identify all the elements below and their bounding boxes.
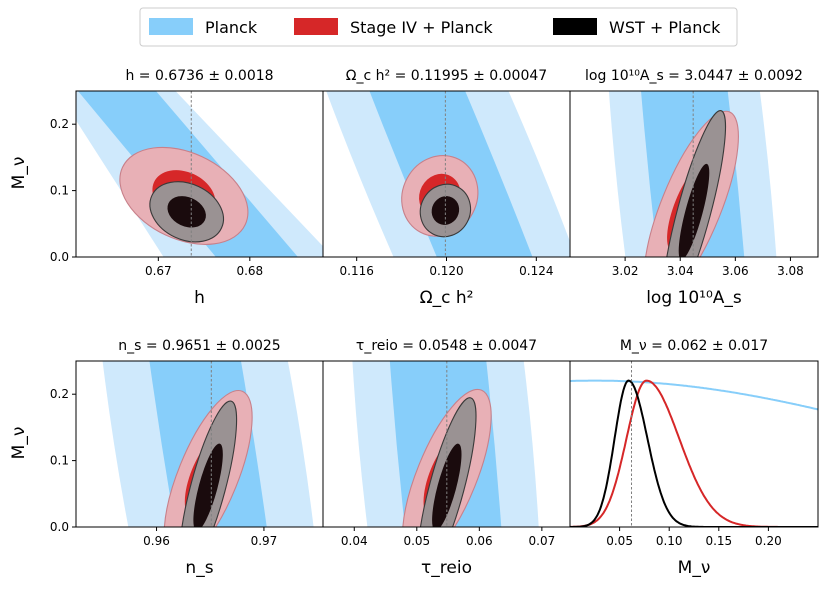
legend-item-planck: Planck — [149, 18, 258, 37]
x-tick-label: 0.07 — [529, 534, 556, 548]
x-axis-label-mnu: M_ν — [678, 558, 711, 578]
panel-title-log-as: log 10¹⁰A_s = 3.0447 ± 0.0092 — [585, 68, 803, 84]
panel-ns: n_s = 0.9651 ± 0.0025 n_s 0.96 0.97 0.0 0.1… — [50, 338, 324, 578]
legend-label-wst: WST + Planck — [609, 18, 721, 37]
x-axis-label-h: h — [194, 288, 205, 308]
x-tick-label: 0.06 — [466, 534, 493, 548]
x-tick-label: 0.10 — [656, 534, 683, 548]
x-axis-label-ns: n_s — [185, 558, 213, 578]
x-tick-label: 0.68 — [236, 264, 263, 278]
plot-area — [570, 361, 818, 527]
x-tick-label: 3.02 — [612, 264, 639, 278]
y-axis-label-row-2: M_ν — [9, 427, 29, 460]
wst-contour-68 — [193, 443, 223, 527]
x-tick-label: 0.05 — [403, 534, 430, 548]
y-tick-label: 0.1 — [50, 454, 69, 468]
panel-mnu-posterior: M_ν = 0.062 ± 0.017 M_ν 0.05 0.10 0.15 0.20 — [569, 338, 819, 578]
y-tick-label: 0.1 — [50, 184, 69, 198]
legend: Planck Stage IV + Planck WST + Planck — [139, 7, 738, 47]
legend-swatch-planck — [149, 18, 193, 35]
plot-area — [352, 361, 539, 527]
legend-label-stage-iv: Stage IV + Planck — [350, 18, 493, 37]
x-tick-label: 3.04 — [667, 264, 694, 278]
x-axis-label-tau-reio: τ_reio — [421, 558, 472, 578]
x-tick-label: 0.20 — [755, 534, 782, 548]
legend-item-wst: WST + Planck — [553, 18, 721, 37]
panel-omega-c-h2: Ω_c h² = 0.11995 ± 0.00047 Ω_c h² 0.116 0… — [322, 68, 571, 308]
panel-title-ns: n_s = 0.9651 ± 0.0025 — [118, 338, 280, 354]
panel-title-omega-c-h2: Ω_c h² = 0.11995 ± 0.00047 — [346, 68, 547, 84]
plot-area — [326, 91, 570, 257]
x-tick-label: 0.116 — [340, 264, 374, 278]
legend-item-stage-iv: Stage IV + Planck — [294, 18, 493, 37]
x-tick-label: 3.06 — [722, 264, 749, 278]
x-tick-label: 0.96 — [143, 534, 170, 548]
legend-frame — [139, 7, 738, 47]
x-tick-label: 0.15 — [705, 534, 732, 548]
y-tick-label: 0.2 — [50, 117, 69, 131]
y-tick-label: 0.0 — [50, 250, 69, 264]
y-tick-label: 0.2 — [50, 387, 69, 401]
panel-log-as: log 10¹⁰A_s = 3.0447 ± 0.0092 log 10¹⁰A_… — [569, 68, 819, 308]
panel-h: h = 0.6736 ± 0.0018 h 0.67 0.68 0.0 0.1 0.2 — [50, 68, 324, 308]
panel-title-h: h = 0.6736 ± 0.0018 — [125, 68, 273, 84]
x-tick-label: 0.04 — [341, 534, 368, 548]
y-tick-label: 0.0 — [50, 520, 69, 534]
legend-swatch-stage-iv — [294, 18, 338, 35]
x-tick-label: 0.97 — [251, 534, 278, 548]
wst-contour-68 — [167, 196, 206, 228]
legend-swatch-wst — [553, 18, 597, 35]
x-axis-label-omega-c-h2: Ω_c h² — [420, 288, 474, 308]
x-tick-label: 3.08 — [777, 264, 804, 278]
y-axis-label-row-1: M_ν — [9, 157, 29, 190]
planck-posterior-line — [570, 379, 818, 411]
wst-contour-68 — [678, 163, 710, 257]
panel-tau-reio: τ_reio = 0.0548 ± 0.0047 τ_reio 0.04 0.05… — [322, 338, 571, 578]
x-tick-label: 0.67 — [145, 264, 172, 278]
panel-frame — [569, 360, 819, 528]
x-tick-label: 0.120 — [429, 264, 463, 278]
panel-title-mnu: M_ν = 0.062 ± 0.017 — [620, 338, 768, 354]
x-tick-label: 0.05 — [606, 534, 633, 548]
plot-area — [608, 91, 777, 257]
x-tick-label: 0.124 — [519, 264, 553, 278]
plot-area — [102, 361, 314, 527]
plot-area — [76, 91, 323, 257]
legend-label-planck: Planck — [205, 18, 258, 37]
panel-title-tau-reio: τ_reio = 0.0548 ± 0.0047 — [356, 338, 537, 354]
panel-frame — [569, 90, 819, 258]
x-axis-label-log-as: log 10¹⁰A_s — [646, 288, 742, 308]
stage-iv-posterior-line — [570, 379, 818, 527]
